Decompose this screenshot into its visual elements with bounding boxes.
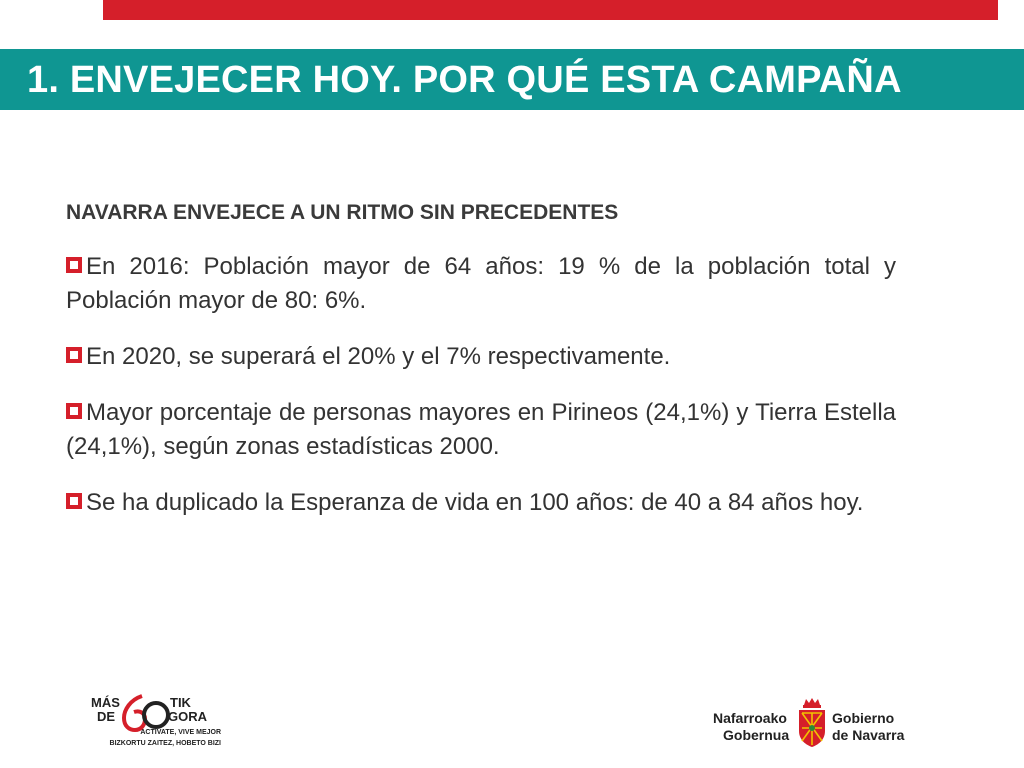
logo-text-de: DE bbox=[97, 709, 115, 724]
slide-title: 1. ENVEJECER HOY. POR QUÉ ESTA CAMPAÑA bbox=[27, 59, 902, 101]
bullet-text: En 2020, se superará el 20% y el 7% resp… bbox=[86, 343, 671, 370]
logo-text-tik: TIK bbox=[170, 695, 192, 710]
red-square-bullet-icon bbox=[66, 257, 82, 273]
campaign-logo: MÁS DE TIK GORA ACTÍVATE, VIVE MEJOR BIZ… bbox=[91, 694, 222, 747]
red-square-bullet-icon bbox=[66, 403, 82, 419]
gov-spanish-line2: de Navarra bbox=[832, 727, 905, 743]
bullet-item: En 2016: Población mayor de 64 años: 19 … bbox=[66, 250, 896, 318]
bullet-text: En 2016: Población mayor de 64 años: 19 … bbox=[66, 253, 896, 314]
gov-basque-line1: Nafarroako bbox=[713, 710, 787, 726]
bullet-text: Se ha duplicado la Esperanza de vida en … bbox=[86, 489, 864, 516]
logo-text-gora: GORA bbox=[168, 709, 208, 724]
title-bar bbox=[0, 49, 1024, 110]
bullet-item: Mayor porcentaje de personas mayores en … bbox=[66, 396, 896, 464]
bullet-item: En 2020, se superará el 20% y el 7% resp… bbox=[66, 340, 896, 374]
government-logo: Nafarroako Gobernua Gobierno de Navarra bbox=[712, 697, 912, 749]
top-red-stripe bbox=[103, 0, 998, 20]
number-60-mark-icon bbox=[121, 694, 170, 733]
logo-tagline-es: ACTÍVATE, VIVE MEJOR bbox=[140, 727, 221, 736]
red-square-bullet-icon bbox=[66, 493, 82, 509]
logo-tagline-eu: BIZKORTU ZAITEZ, HOBETO BIZI bbox=[110, 740, 222, 747]
bullet-text: Mayor porcentaje de personas mayores en … bbox=[66, 399, 896, 460]
bullet-item: Se ha duplicado la Esperanza de vida en … bbox=[66, 486, 896, 520]
slide-content: NAVARRA ENVEJECE A UN RITMO SIN PRECEDEN… bbox=[66, 198, 896, 542]
gov-spanish-line1: Gobierno bbox=[832, 710, 895, 726]
logo-text-mas: MÁS bbox=[91, 695, 120, 710]
navarra-coat-of-arms-icon bbox=[799, 698, 825, 747]
red-square-bullet-icon bbox=[66, 347, 82, 363]
gov-basque-line2: Gobernua bbox=[723, 727, 790, 743]
section-subtitle: NAVARRA ENVEJECE A UN RITMO SIN PRECEDEN… bbox=[66, 201, 619, 224]
